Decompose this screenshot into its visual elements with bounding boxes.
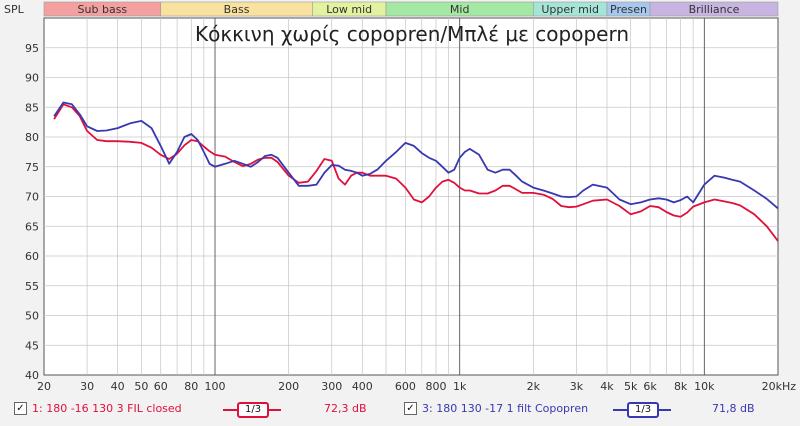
y-tick-70: 70 (25, 191, 39, 204)
band-label-1: Bass (224, 3, 250, 16)
x-tick-60: 60 (154, 380, 168, 393)
band-label-4: Upper mid (541, 3, 599, 16)
y-tick-50: 50 (25, 310, 39, 323)
x-tick-8000: 8k (674, 380, 688, 393)
band-label-2: Low mid (326, 3, 372, 16)
series-1-level: 72,3 dB (324, 402, 367, 415)
x-tick-20: 20 (37, 380, 51, 393)
legend-item-1: ✓ 1: 180 -16 130 3 FIL closed (14, 402, 182, 415)
x-tick-20000: 20kHz (762, 380, 797, 393)
y-tick-75: 75 (25, 161, 39, 174)
x-tick-3000: 3k (570, 380, 584, 393)
series-1-smoothing-value: 1/3 (237, 402, 270, 418)
series-1-checkbox[interactable]: ✓ (14, 402, 27, 415)
y-tick-40: 40 (25, 369, 39, 382)
band-label-6: Brilliance (689, 3, 740, 16)
y-axis-label: SPL (4, 3, 25, 16)
y-tick-45: 45 (25, 339, 39, 352)
x-tick-800: 800 (425, 380, 446, 393)
series-2-smoothing-value: 1/3 (627, 402, 660, 418)
x-tick-10000: 10k (694, 380, 715, 393)
y-tick-90: 90 (25, 72, 39, 85)
x-tick-50: 50 (134, 380, 148, 393)
x-tick-30: 30 (80, 380, 94, 393)
x-tick-100: 100 (205, 380, 226, 393)
y-tick-60: 60 (25, 250, 39, 263)
series-1-smoothing[interactable]: 1/3 (223, 400, 281, 418)
y-tick-95: 95 (25, 42, 39, 55)
x-tick-5000: 5k (624, 380, 638, 393)
band-label-3: Mid (450, 3, 470, 16)
chart-title: Κόκκινη χωρίς copopren/Μπλέ με copopern (195, 22, 629, 46)
series-2-smoothing[interactable]: 1/3 (613, 400, 671, 418)
x-tick-80: 80 (184, 380, 198, 393)
x-tick-40: 40 (111, 380, 125, 393)
band-label-0: Sub bass (78, 3, 128, 16)
series-1-label: 1: 180 -16 130 3 FIL closed (32, 402, 182, 415)
series-2-level: 71,8 dB (712, 402, 755, 415)
series-1-line (53, 103, 779, 242)
legend-item-2: ✓ 3: 180 130 -17 1 filt Copopren (404, 402, 588, 415)
x-tick-labels: 20 30 40 50 60 80 100 200 300 400 600 800 1k 2k 3k 4k 5k… (37, 380, 796, 393)
series-2-line (53, 101, 779, 210)
legend: ✓ 1: 180 -16 130 3 FIL closed 1/3 72,3 d… (0, 400, 800, 422)
grid-lines (44, 18, 778, 375)
x-tick-2000: 2k (527, 380, 541, 393)
band-6 (649, 1, 779, 17)
y-tick-65: 65 (25, 220, 39, 233)
x-tick-300: 300 (321, 380, 342, 393)
x-tick-600: 600 (395, 380, 416, 393)
series-2-checkbox[interactable]: ✓ (404, 402, 417, 415)
x-tick-1000: 1k (453, 380, 467, 393)
series-2-label: 3: 180 130 -17 1 filt Copopren (422, 402, 589, 415)
x-tick-6000: 6k (643, 380, 657, 393)
x-tick-200: 200 (278, 380, 299, 393)
frequency-response-chart: Sub bass Bass Low mid Mid Upper mid Presen Bri… (4, 1, 796, 393)
frequency-bands: Sub bass Bass Low mid Mid Upper mid Presen Bri… (43, 1, 779, 17)
y-tick-85: 85 (25, 101, 39, 114)
series-lines (53, 101, 779, 242)
y-tick-55: 55 (25, 280, 39, 293)
x-tick-4000: 4k (600, 380, 614, 393)
x-tick-400: 400 (352, 380, 373, 393)
y-tick-80: 80 (25, 131, 39, 144)
band-label-5: Presen (610, 3, 647, 16)
y-tick-labels: 95 90 85 80 75 70 65 60 55 50 45 40 (25, 42, 39, 382)
